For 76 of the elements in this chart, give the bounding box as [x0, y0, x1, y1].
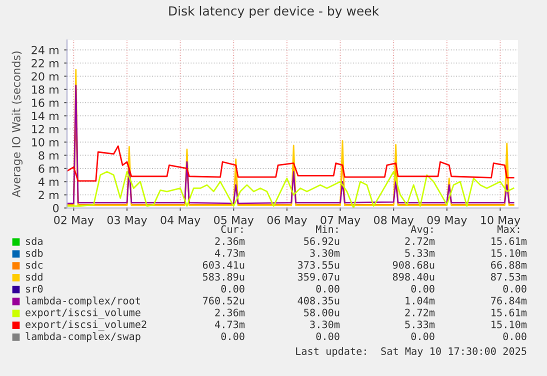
text: 76.84m — [491, 296, 527, 304]
text: Max: — [498, 225, 520, 233]
y-tick-label: 14 m — [32, 112, 58, 120]
line-series — [67, 145, 514, 182]
text: 2.36m — [215, 308, 245, 316]
y-tick-label: 16 m — [32, 98, 58, 107]
text: 898.40u — [392, 273, 434, 281]
legend-label: export/iscsi_volume2 — [26, 320, 146, 330]
y-tick-label: 0 — [53, 204, 59, 212]
text: 3.30m — [310, 320, 340, 328]
x-tick-label: 03 May — [107, 216, 147, 226]
text: 2.36m — [215, 237, 245, 245]
chart-title: Disk latency per device - by week — [169, 6, 380, 18]
y-tick-label: 20 m — [32, 72, 58, 81]
text: 908.68u — [392, 261, 434, 269]
text: 0.00 — [503, 332, 526, 340]
y-tick-label: 8 m — [38, 151, 58, 160]
text: 15.61m — [492, 308, 527, 316]
text: 408.35u — [298, 296, 340, 304]
legend-label: sda — [26, 237, 42, 245]
text: 1.04m — [406, 296, 435, 304]
legend-label: sr0 — [26, 284, 43, 293]
y-tick-label: 24 m — [32, 46, 58, 54]
x-tick-label: 10 May — [481, 216, 520, 226]
text: Last update: Sat May 10 17:30:00 2025 — [296, 347, 526, 357]
text: 603.41u — [202, 261, 244, 269]
y-tick-label: 4 m — [38, 178, 58, 186]
text: Cur: — [221, 225, 243, 233]
legend-label: lambda-complex/swap — [26, 332, 140, 342]
text: 15.10m — [492, 249, 527, 257]
text: 583.89u — [202, 273, 244, 281]
text: 58.00u — [304, 308, 340, 316]
text: 4.73m — [214, 249, 245, 257]
y-tick-label: 12 m — [32, 124, 58, 134]
text: 66.88m — [491, 261, 527, 269]
y-tick-label: 6 m — [38, 164, 58, 173]
text: 0.00 — [316, 284, 340, 293]
x-tick-label: 07 May — [320, 216, 360, 226]
text: 15.10m — [492, 320, 527, 328]
x-tick-label: 06 May — [267, 216, 307, 226]
x-tick-label: 02 May — [54, 216, 94, 226]
text: Min: — [316, 225, 338, 233]
text: 2.72m — [405, 308, 435, 316]
text: 0.00 — [316, 332, 340, 340]
text: 5.33m — [405, 249, 435, 257]
y-axis-title: Average IO Wait (seconds) — [12, 52, 23, 198]
x-tick-label: 05 May — [214, 216, 254, 226]
y-tick-label: 22 m — [32, 59, 58, 68]
x-tick-label: 04 May — [160, 216, 200, 226]
legend-label: sdc — [26, 260, 42, 269]
legend-label: sdd — [26, 272, 42, 281]
text: 760.52u — [202, 296, 244, 304]
y-tick-label: 10 m — [32, 138, 58, 146]
text: 0.00 — [221, 332, 244, 340]
text: 15.61m — [492, 237, 527, 245]
line-series — [67, 171, 514, 208]
legend-label: export/iscsi_volume — [26, 308, 140, 318]
text: 0.00 — [411, 284, 434, 293]
text: 56.92u — [304, 237, 340, 245]
text: 3.30m — [310, 249, 340, 257]
text: 87.53m — [491, 273, 527, 281]
x-tick-label: 09 May — [427, 216, 467, 226]
text: 373.55u — [298, 261, 340, 269]
x-tick-label: 08 May — [374, 216, 414, 226]
text: 0.00 — [221, 284, 244, 293]
text: 0.00 — [411, 332, 434, 340]
text: 0.00 — [503, 284, 526, 293]
y-tick-label: 2 m — [38, 190, 58, 200]
legend-label: lambda-complex/root — [26, 296, 140, 306]
text: Avg: — [410, 225, 433, 235]
text: 5.33m — [405, 320, 435, 328]
y-tick-label: 18 m — [32, 85, 58, 94]
text: 2.72m — [405, 237, 435, 245]
legend-label: sdb — [26, 249, 43, 257]
text: 4.73m — [214, 320, 245, 328]
text: 359.07u — [298, 273, 340, 281]
